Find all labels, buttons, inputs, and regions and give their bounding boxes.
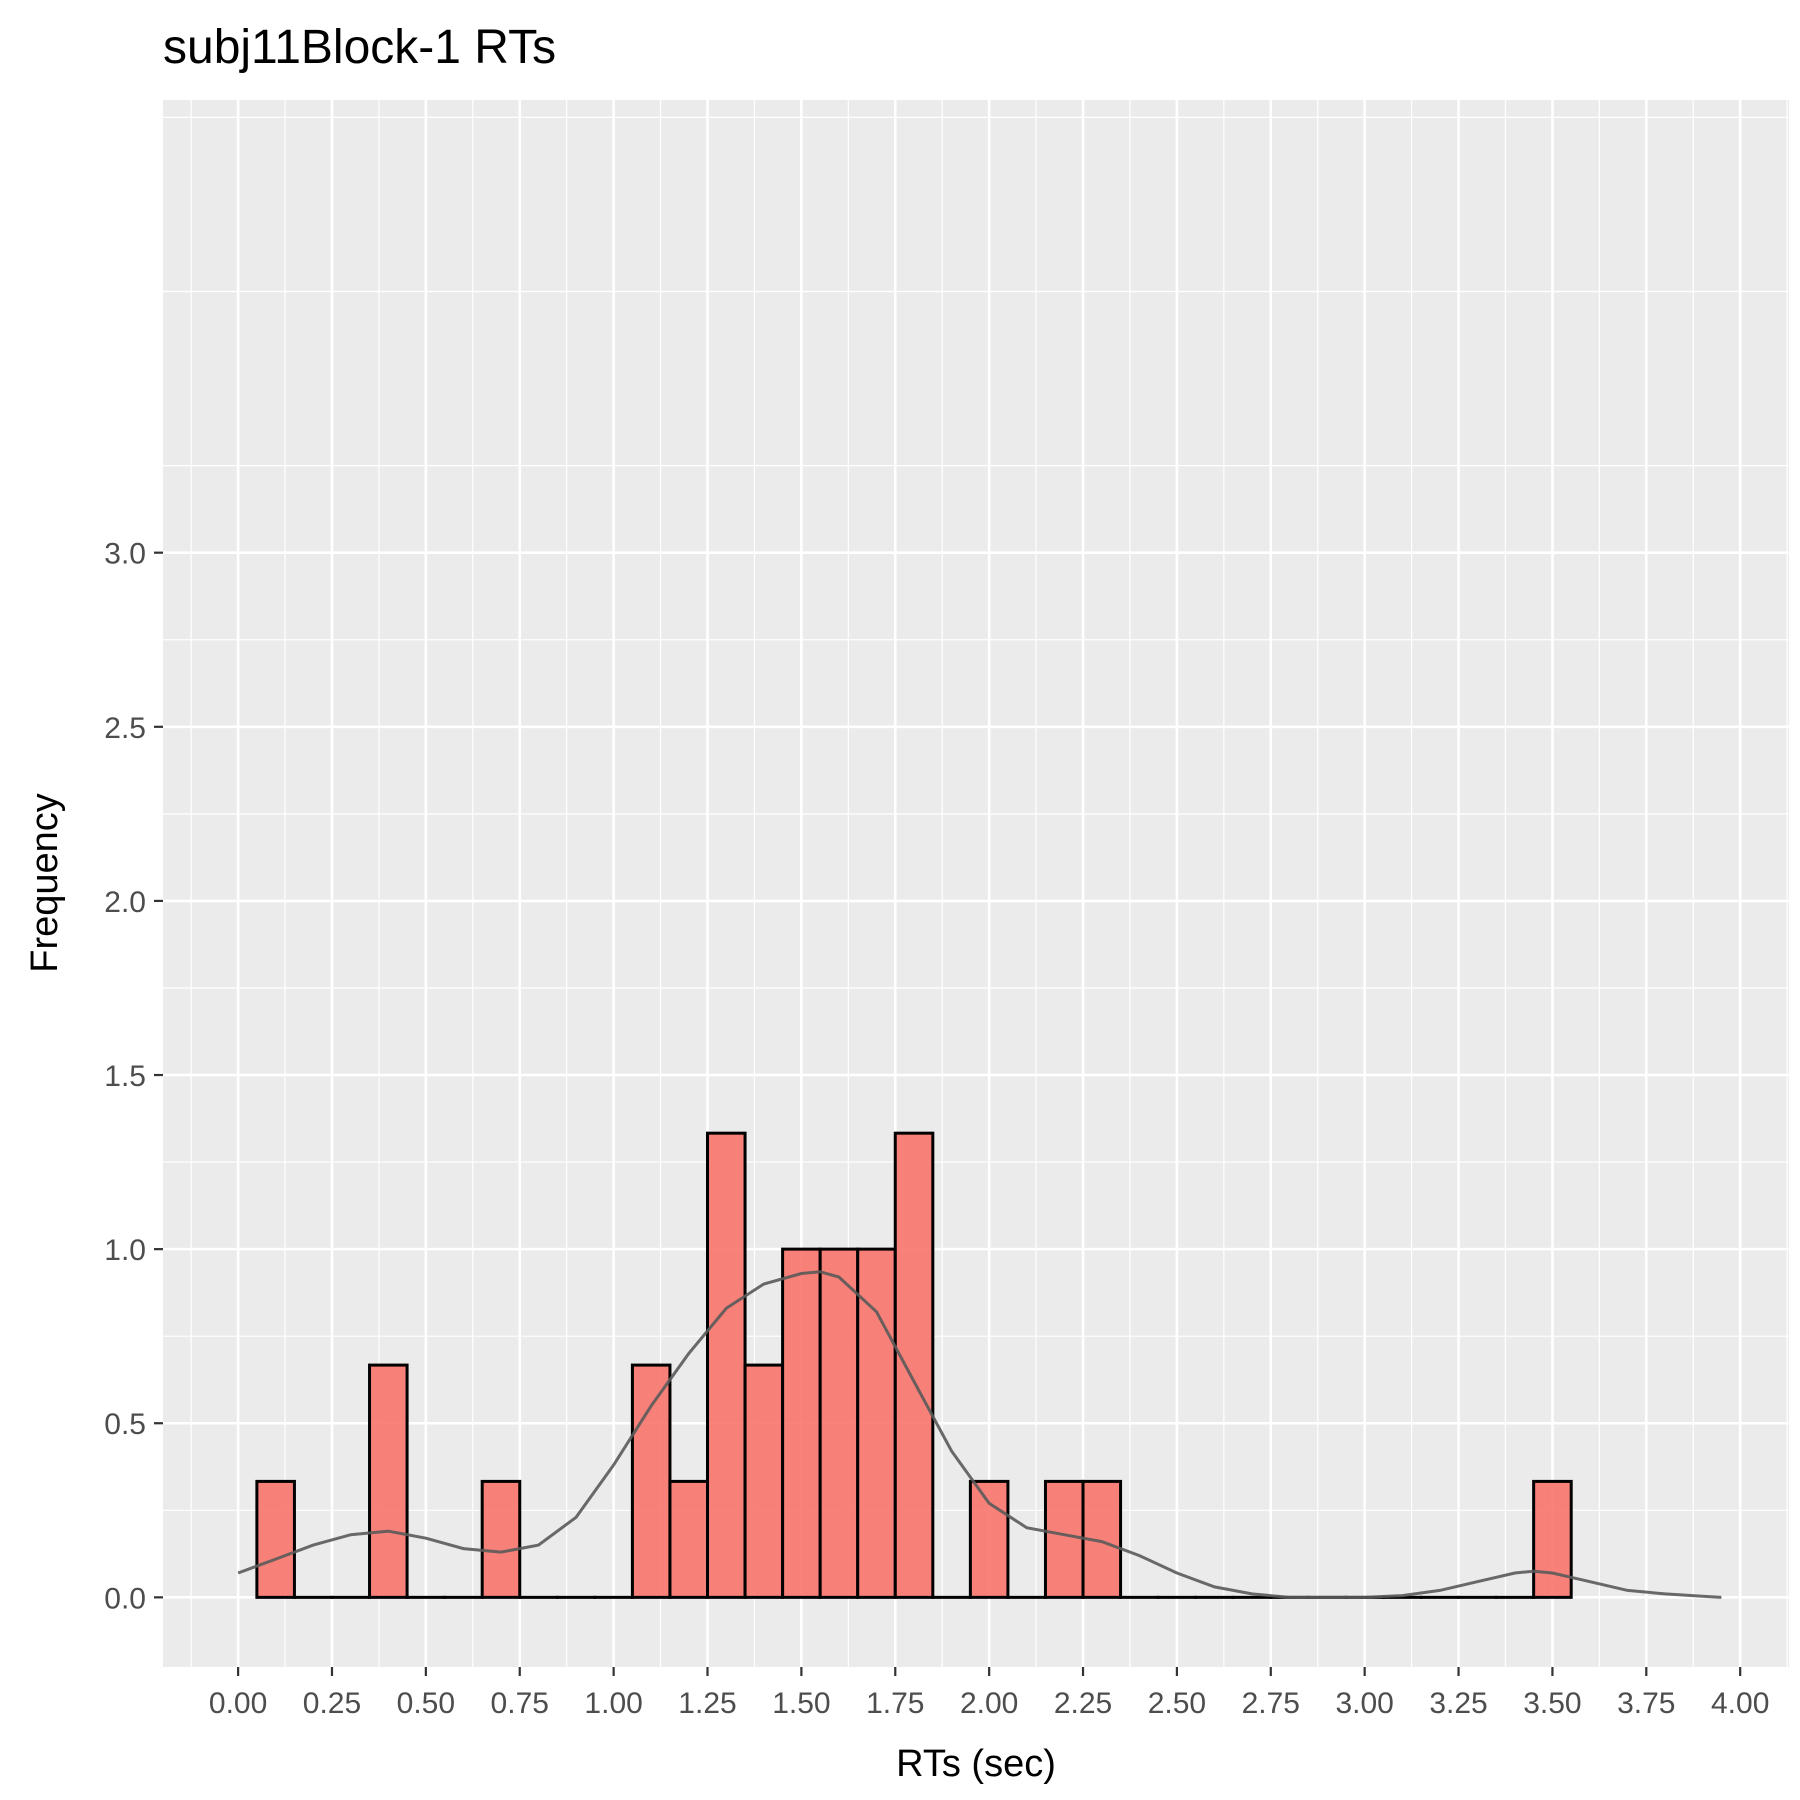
y-tick-label: 1.5: [104, 1060, 146, 1093]
histogram-bar: [1532, 1479, 1573, 1599]
x-tick-label: 4.00: [1711, 1687, 1769, 1720]
x-tick-label: 2.00: [960, 1687, 1018, 1720]
y-axis: 0.0 0.5 1.0 1.5 2.0 2.5 3.0: [104, 538, 163, 1615]
plot-panel: [163, 100, 1789, 1667]
x-axis: 0.00 0.25 0.50 0.75 1.00 1.25 1.50 1.75 2.00 2.25…: [209, 1667, 1769, 1720]
y-tick-label: 2.5: [104, 712, 146, 745]
x-tick-label: 1.50: [772, 1687, 830, 1720]
histogram-bar: [630, 1363, 672, 1599]
x-tick-label: 3.75: [1617, 1687, 1675, 1720]
x-tick-label: 1.25: [678, 1687, 736, 1720]
x-tick-label: 2.50: [1148, 1687, 1206, 1720]
x-tick-label: 2.25: [1054, 1687, 1112, 1720]
chart-title: subj11Block-1 RTs: [163, 21, 556, 74]
x-tick-label: 0.75: [491, 1687, 549, 1720]
histogram-bar: [368, 1363, 409, 1599]
histogram-bar: [893, 1131, 935, 1599]
histogram-bar: [968, 1479, 1010, 1599]
histogram-bar: [668, 1479, 710, 1599]
x-tick-label: 0.00: [209, 1687, 267, 1720]
y-tick-label: 3.0: [104, 538, 146, 571]
x-tick-label: 3.00: [1335, 1687, 1393, 1720]
x-tick-label: 0.25: [303, 1687, 361, 1720]
histogram-bar: [706, 1131, 747, 1599]
y-tick-label: 1.0: [104, 1234, 146, 1267]
x-tick-label: 2.75: [1242, 1687, 1300, 1720]
y-tick-label: 0.0: [104, 1582, 146, 1615]
histogram-bar: [818, 1247, 860, 1599]
x-tick-label: 0.50: [397, 1687, 455, 1720]
y-axis-title: Frequency: [24, 793, 66, 973]
x-axis-title: RTs (sec): [896, 1743, 1056, 1785]
x-tick-label: 1.75: [866, 1687, 924, 1720]
density-curve: [237, 1270, 1722, 1599]
histogram-bar: [743, 1363, 785, 1599]
x-tick-label: 1.00: [584, 1687, 642, 1720]
histogram-bar: [781, 1247, 822, 1599]
x-tick-label: 3.25: [1429, 1687, 1487, 1720]
y-tick-label: 0.5: [104, 1408, 146, 1441]
histogram-bar: [1043, 1479, 1085, 1599]
histogram-bar: [255, 1479, 296, 1599]
histogram-bar: [480, 1479, 522, 1599]
y-tick-label: 2.0: [104, 886, 146, 919]
minor-gridlines: [163, 100, 1789, 1667]
x-tick-label: 3.50: [1523, 1687, 1581, 1720]
